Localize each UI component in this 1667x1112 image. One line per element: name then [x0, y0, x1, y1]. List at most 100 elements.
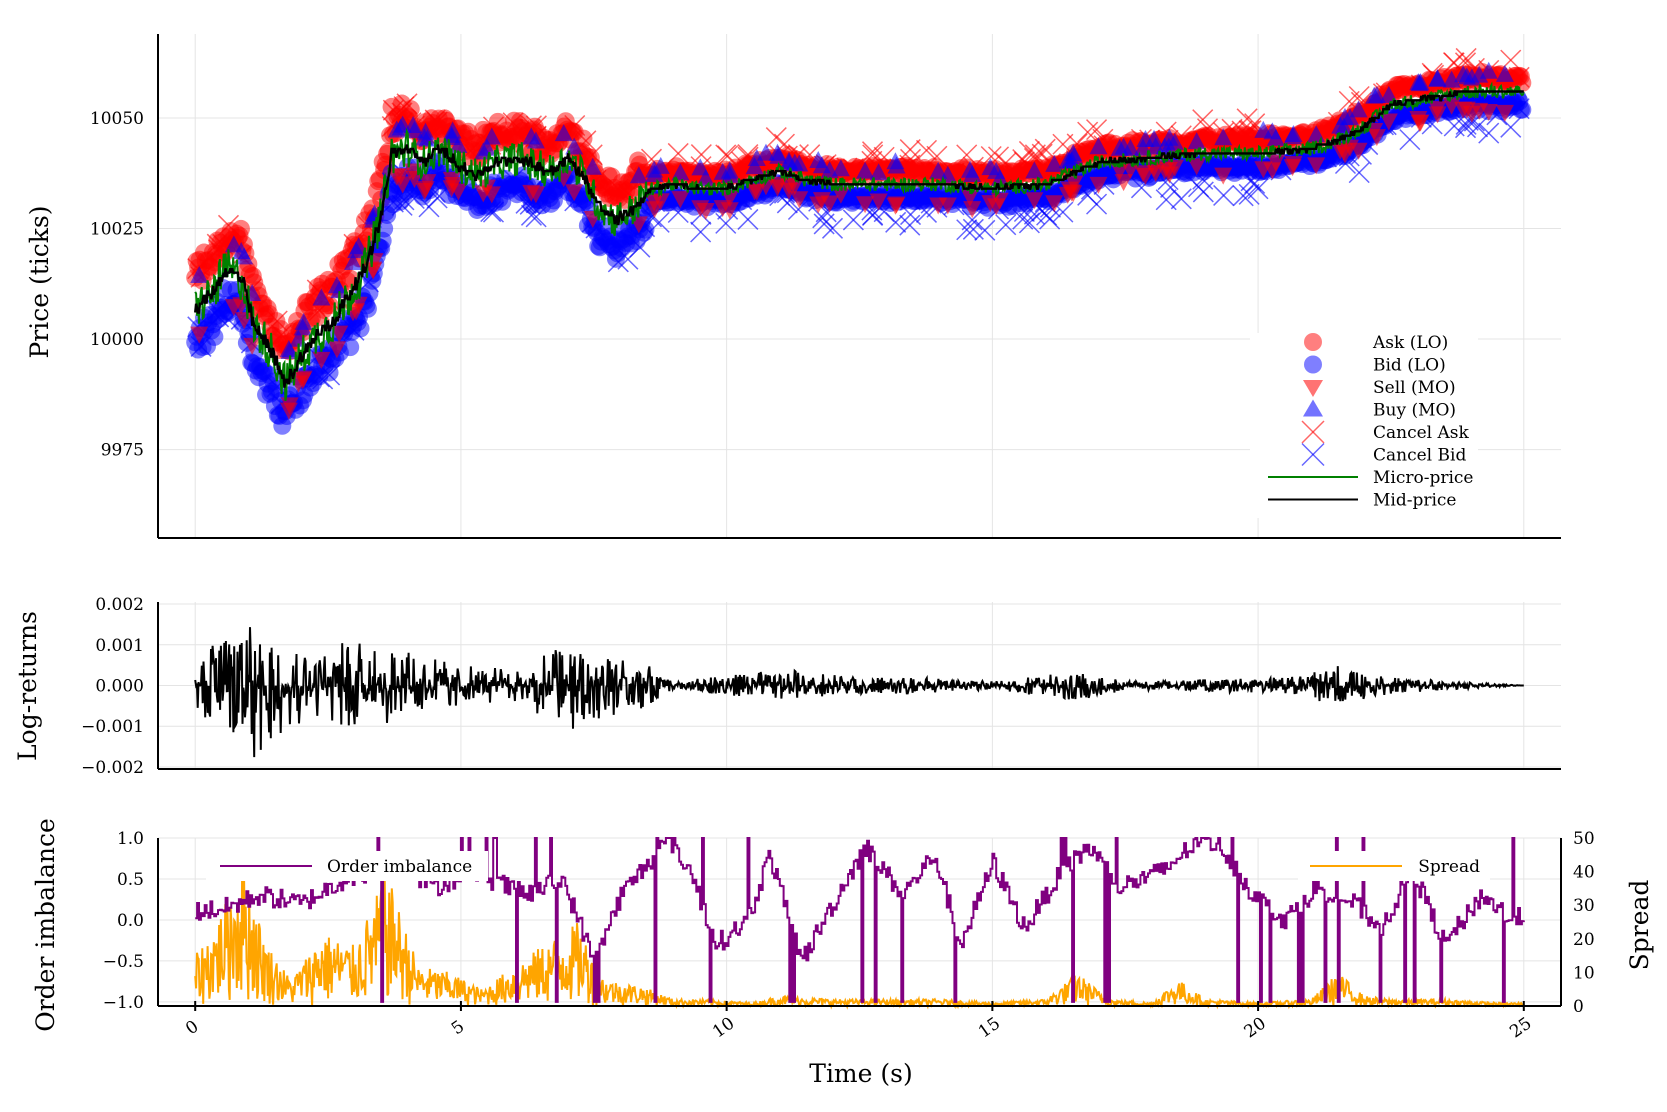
sell-mo-point — [809, 196, 828, 214]
cancel-bid-point — [1348, 162, 1370, 184]
buy-mo-point — [554, 124, 573, 142]
sell-mo-point — [1454, 101, 1473, 119]
cancel-bid-point — [961, 209, 983, 231]
buy-mo-point — [190, 265, 209, 283]
legend-label: Micro-price — [1373, 468, 1474, 488]
buy-mo-point — [583, 157, 602, 175]
y-tick-label: −1.0 — [103, 993, 144, 1013]
cancel-bid-legend-marker — [1301, 442, 1325, 467]
y2-tick-label: 10 — [1573, 963, 1595, 983]
sell-mo-point — [522, 184, 541, 202]
buy-mo-point — [629, 166, 648, 184]
cancel-bid-point — [1443, 115, 1465, 137]
buy-mo-point — [224, 235, 243, 253]
legend-label: Mid-price — [1373, 491, 1457, 511]
cancel-bid-point — [956, 219, 978, 241]
y2-tick-label: 0 — [1573, 997, 1584, 1017]
sell-mo-point — [1411, 114, 1430, 132]
bid-lo-point — [351, 319, 370, 338]
cancel-bid-point — [737, 208, 759, 230]
sell-mo-point — [224, 299, 243, 317]
buy-mo-point — [312, 288, 331, 306]
y-tick-label: 10025 — [90, 220, 144, 240]
cancel-bid-point — [393, 189, 415, 211]
buy-mo-point — [1479, 61, 1498, 79]
cancel-ask-point — [667, 142, 689, 164]
sell-mo-point — [1136, 167, 1155, 185]
cancel-ask-point — [1077, 121, 1099, 143]
cancel-bid-point — [525, 206, 547, 228]
buy-mo-point — [442, 125, 461, 143]
sell-mo-point — [1165, 159, 1184, 177]
buy-mo-point — [565, 137, 584, 155]
cancel-bid-point — [502, 168, 524, 190]
sell-mo-point — [327, 341, 346, 359]
cancel-ask-point — [266, 310, 288, 332]
sell-mo-point — [671, 191, 690, 209]
bid-lo-point — [205, 327, 224, 346]
cancel-bid-point — [1228, 156, 1250, 178]
log-returns-panel: −0.002 −0.001 0.000 0.001 0.002 Log-returns — [13, 595, 1561, 778]
bid-lo-point — [1513, 100, 1532, 119]
buy-mo-point — [987, 161, 1006, 179]
buy-mo-point — [1428, 69, 1447, 87]
cancel-bid-point — [1192, 181, 1214, 203]
cancel-ask-point — [217, 214, 240, 236]
cancel-bid-point — [308, 366, 330, 388]
log-returns-line — [194, 627, 1524, 758]
time-axis-title: Time (s) — [809, 1059, 912, 1088]
sell-mo-point — [1214, 167, 1233, 185]
y-tick-label: 10050 — [90, 109, 144, 129]
sell-mo-point — [1479, 104, 1498, 122]
cancel-bid-point — [418, 196, 440, 218]
sell-mo-point — [645, 194, 664, 212]
sell-mo-point — [1379, 113, 1398, 131]
cancel-bid-point — [1478, 122, 1500, 144]
sell-mo-point — [720, 202, 739, 220]
sell-mo-point — [279, 402, 298, 420]
buy-mo-point — [809, 150, 828, 168]
mid-price-line — [194, 90, 1524, 388]
cancel-bid-point — [343, 319, 365, 341]
sell-mo-point — [482, 186, 501, 204]
buy-mo-point — [294, 312, 313, 330]
sell-mo-point — [790, 191, 809, 209]
sell-mo-point — [1187, 158, 1206, 176]
sell-mo-point — [364, 261, 383, 279]
y-tick-label: 0.002 — [95, 595, 144, 615]
buy-mo-point — [869, 163, 888, 181]
cancel-ask-point — [715, 144, 737, 166]
buy-mo-point — [522, 127, 541, 145]
buy-mo-point — [327, 276, 346, 294]
legend-label: Ask (LO) — [1372, 333, 1448, 353]
legend-label: Sell (MO) — [1373, 378, 1456, 398]
cancel-bid-point — [564, 190, 586, 212]
buy-mo-point — [1367, 86, 1386, 104]
buy-mo-point — [1349, 100, 1368, 118]
cancel-ask-point — [1031, 143, 1053, 165]
x-tick-label: 25 — [1506, 1014, 1535, 1043]
sell-mo-point — [1495, 104, 1514, 122]
buy-mo-point — [886, 152, 905, 170]
cancel-ask-legend-marker — [1301, 420, 1325, 444]
cancel-bid-point — [617, 248, 639, 270]
cancel-bid-point — [480, 201, 502, 223]
cancel-ask-point — [915, 139, 938, 161]
sell-mo-point — [312, 351, 331, 369]
buy-mo-point — [1089, 137, 1108, 155]
buy-mo-point — [1411, 73, 1430, 91]
sell-mo-point — [1367, 129, 1386, 147]
cancel-bid-point — [667, 201, 689, 224]
buy-mo-point — [482, 127, 501, 145]
sell-mo-point — [831, 186, 850, 204]
sell-mo-point — [1089, 176, 1108, 194]
buy-mo-point — [1331, 116, 1350, 134]
cancel-ask-point — [1024, 144, 1046, 166]
cancel-bid-point — [607, 251, 629, 273]
cancel-ask-point — [1086, 119, 1108, 141]
sell-mo-point — [565, 184, 584, 202]
order-imbalance-legend-label: Order imbalance — [327, 857, 472, 877]
cancel-bid-point — [1130, 177, 1152, 199]
y-tick-label: 10000 — [90, 330, 144, 350]
